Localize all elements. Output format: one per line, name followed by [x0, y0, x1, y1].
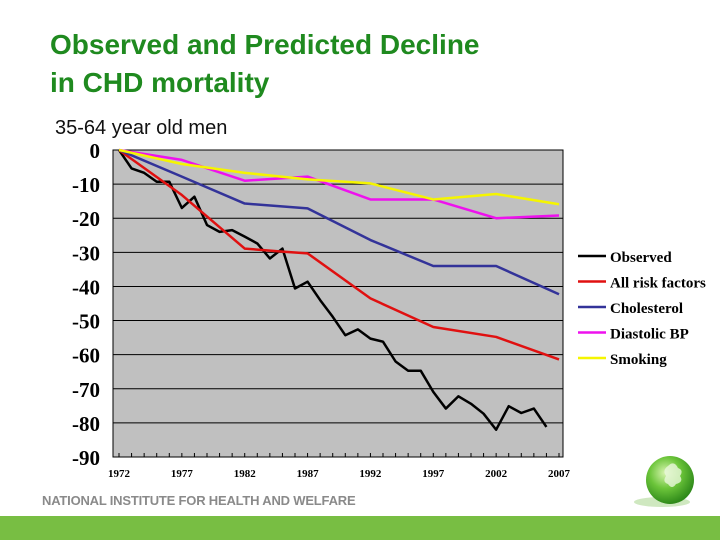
x-tick-label: 2002 [485, 468, 508, 480]
title-line-1: Observed and Predicted Decline [50, 29, 480, 60]
y-tick-label: -80 [72, 412, 100, 436]
x-tick-label: 1992 [359, 468, 382, 480]
series-line-smoking [118, 148, 560, 206]
y-tick-label: -50 [72, 310, 100, 334]
series-line-observed [117, 149, 548, 431]
y-tick-label: -90 [72, 446, 100, 470]
green-globe-logo-icon [634, 456, 694, 507]
x-tick-label: 1987 [297, 468, 320, 480]
plot-area [112, 149, 564, 458]
x-tick-label: 1977 [171, 468, 194, 480]
x-tick-label: 1972 [108, 468, 131, 480]
series-line-all-risk-factors [118, 148, 560, 361]
x-tick-label: 1997 [422, 468, 445, 480]
y-tick-label: -10 [72, 173, 100, 197]
legend-label: All risk factors [610, 276, 706, 292]
organization-name: NATIONAL INSTITUTE FOR HEALTH AND WELFAR… [42, 493, 356, 508]
y-tick-label: -30 [72, 241, 100, 265]
x-tick-label: 1982 [234, 468, 257, 480]
page-title: Observed and Predicted Decline in CHD mor… [50, 26, 480, 102]
subtitle: 35-64 year old men [55, 117, 228, 139]
legend-label: Diastolic BP [610, 327, 689, 343]
y-tick-label: -40 [72, 275, 100, 299]
legend-label: Observed [610, 250, 672, 266]
legend-label: Smoking [610, 352, 667, 368]
title-line-2: in CHD mortality [50, 67, 270, 98]
legend-label: Cholesterol [610, 301, 683, 317]
series-line-cholesterol [118, 148, 560, 296]
x-tick-label: 2007 [548, 468, 571, 480]
y-tick-label: 0 [90, 139, 101, 163]
y-tick-label: -60 [72, 344, 100, 368]
y-tick-label: -70 [72, 378, 100, 402]
y-tick-label: -20 [72, 207, 100, 231]
series-line-diastolic-bp [118, 148, 560, 220]
footer-bar [0, 516, 720, 540]
